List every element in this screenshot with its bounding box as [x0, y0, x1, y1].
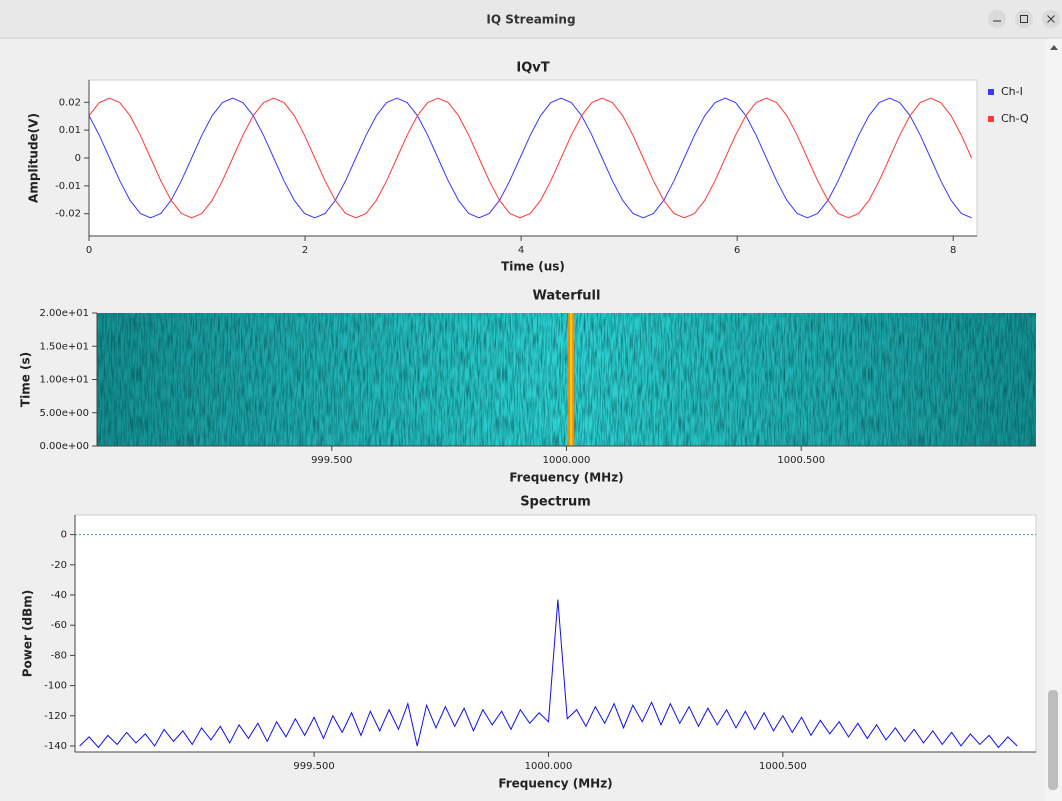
data-line	[79, 599, 1018, 749]
y-tick-label: -0.02	[55, 209, 81, 220]
waterfall-grain	[97, 313, 1036, 446]
y-tick-label: 0	[61, 530, 67, 541]
legend-swatch	[988, 116, 994, 122]
chart-title: Waterfull	[533, 289, 601, 304]
y-tick-label: 0.01	[59, 125, 81, 136]
x-tick-label: 0	[86, 245, 92, 256]
y-tick-label: 1.00e+01	[39, 375, 89, 386]
y-axis-label: Time (s)	[19, 352, 33, 407]
legend-swatch	[988, 89, 994, 95]
y-tick-label: -140	[44, 741, 67, 752]
waterfall-peak-core	[570, 313, 573, 446]
y-axis-label: Amplitude(V)	[27, 113, 41, 203]
y-axis-label: Power (dBm)	[21, 590, 35, 678]
data-line	[88, 97, 973, 219]
y-tick-label: 0	[75, 153, 81, 164]
chart-title: Spectrum	[520, 495, 591, 510]
window-title: IQ Streaming	[486, 13, 575, 27]
y-tick-label: -120	[44, 711, 67, 722]
y-tick-label: 0.00e+00	[39, 441, 89, 452]
x-tick-label: 1000.500	[777, 455, 825, 466]
x-tick-label: 2	[302, 245, 308, 256]
y-tick-label: -20	[51, 560, 67, 571]
x-tick-label: 1000.000	[543, 455, 591, 466]
y-tick-label: -40	[51, 590, 67, 601]
legend-label: Ch-Q	[1001, 112, 1029, 125]
minimize-button[interactable]	[988, 10, 1006, 28]
x-tick-label: 6	[734, 245, 740, 256]
chart-title: IQvT	[516, 61, 549, 76]
y-tick-label: 0.02	[59, 97, 81, 108]
x-tick-label: 8	[950, 245, 956, 256]
legend-label: Ch-I	[1001, 85, 1023, 98]
y-tick-label: 5.00e+00	[39, 408, 89, 419]
title-bar	[0, 0, 1062, 38]
scrollbar[interactable]	[1046, 39, 1062, 801]
x-axis-label: Frequency (MHz)	[498, 777, 612, 791]
y-tick-label: -80	[51, 650, 67, 661]
x-axis-label: Time (us)	[501, 260, 565, 274]
close-button[interactable]	[1042, 10, 1060, 28]
y-tick-label: -100	[44, 681, 67, 692]
data-line	[88, 97, 972, 219]
x-axis-label: Frequency (MHz)	[509, 471, 623, 485]
y-tick-label: -0.01	[55, 181, 81, 192]
x-tick-label: 1000.500	[759, 761, 807, 772]
y-tick-label: -60	[51, 620, 67, 631]
y-tick-label: 1.50e+01	[39, 341, 89, 352]
x-tick-label: 1000.000	[525, 761, 573, 772]
maximize-button[interactable]	[1015, 10, 1033, 28]
x-tick-label: 999.500	[311, 455, 352, 466]
y-tick-label: 2.00e+01	[39, 308, 89, 319]
x-tick-label: 999.500	[293, 761, 334, 772]
x-tick-label: 4	[518, 245, 524, 256]
